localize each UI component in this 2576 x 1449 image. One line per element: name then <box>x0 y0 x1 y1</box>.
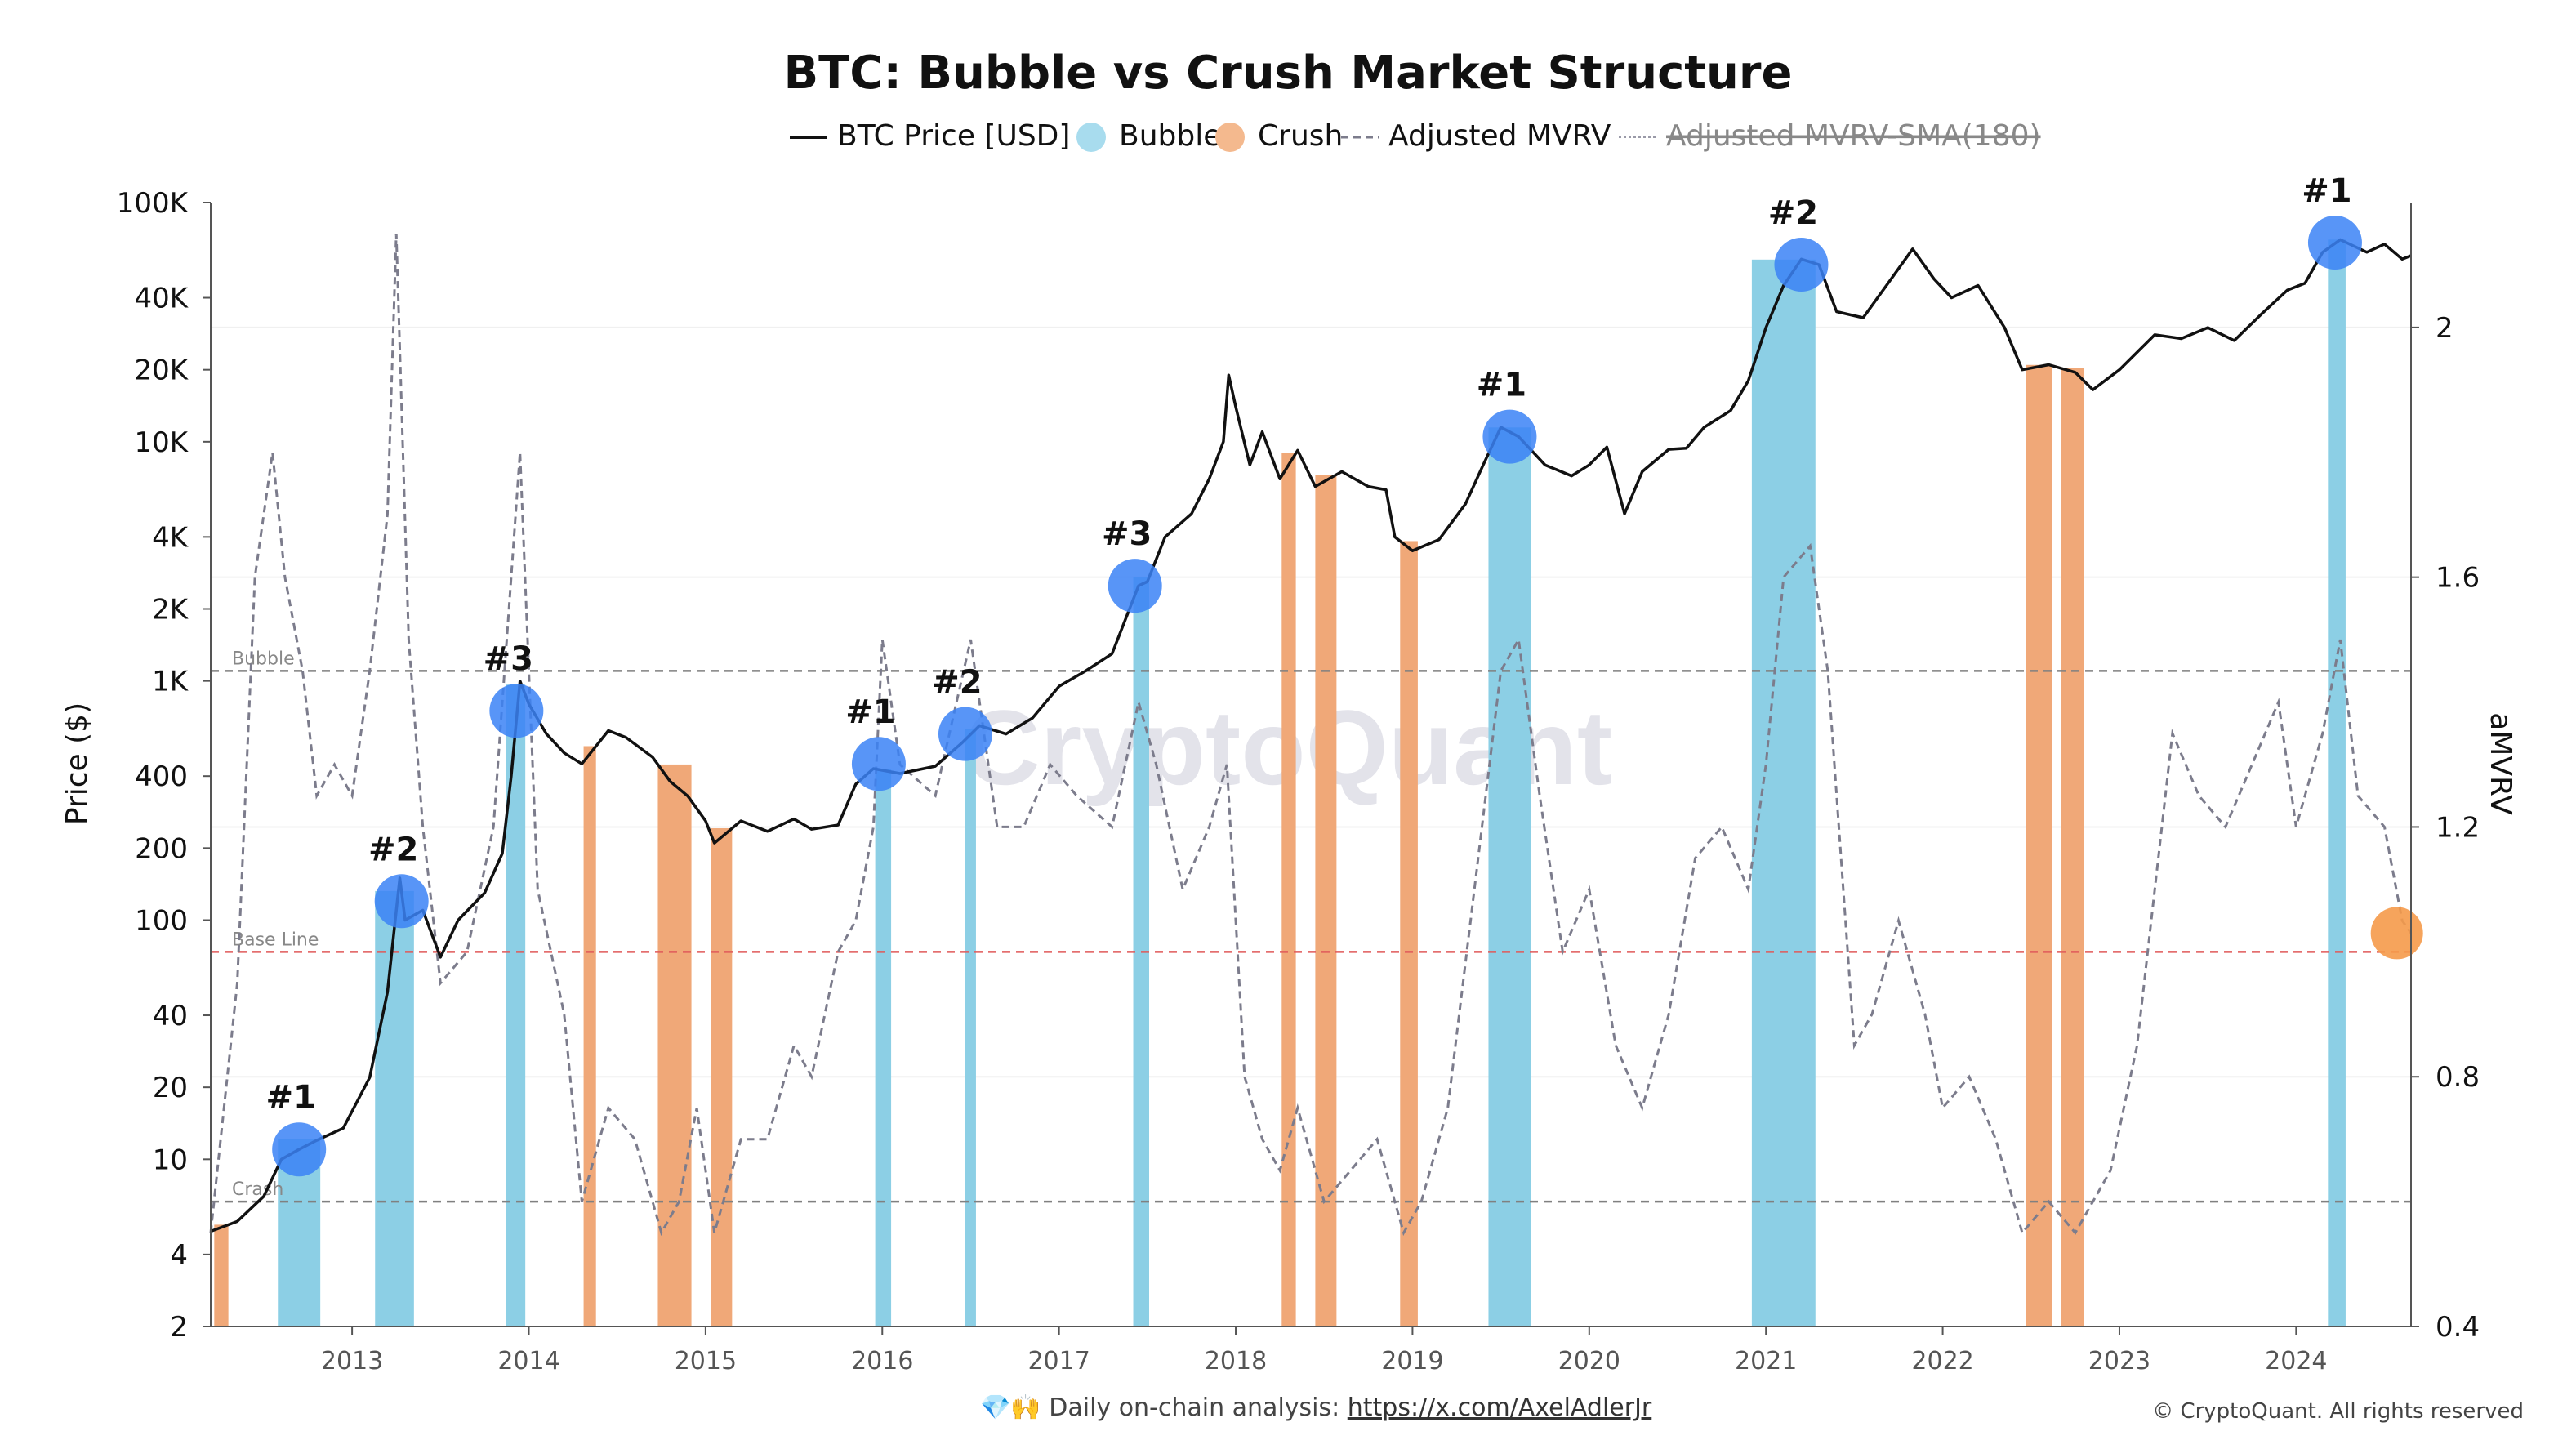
crush-bar-5 <box>1315 475 1337 1327</box>
axes: 100K 40K 20K 10K 4K 2K 1K 400 200 100 40 20 10 4 2 2 1.6… <box>117 187 2480 1375</box>
bubble-bar-3 <box>875 769 892 1326</box>
peak-marker-label-4: #2 <box>932 664 982 702</box>
mvrv-series <box>209 234 2413 1237</box>
crush-bar-1 <box>583 746 596 1326</box>
x-tick-label-9: 2022 <box>1911 1347 1973 1375</box>
peak-marker-label-2: #3 <box>484 640 533 678</box>
peak-marker-5 <box>1108 559 1162 613</box>
x-tick-label-10: 2023 <box>2088 1347 2150 1375</box>
period-bars <box>214 239 2346 1327</box>
x-tick-label-4: 2017 <box>1027 1347 1090 1375</box>
footer-copyright: © CryptoQuant. All rights reserved <box>2152 1399 2524 1424</box>
x-tick-label-1: 2014 <box>497 1347 559 1375</box>
y-right-tick-label-4: 0.4 <box>2436 1311 2480 1344</box>
x-tick-label-0: 2013 <box>321 1347 383 1375</box>
y-left-tick-label-2: 20K <box>134 354 189 387</box>
peak-marker-0 <box>272 1122 327 1177</box>
legend-swatch-2 <box>1215 123 1245 152</box>
y-right-tick-label-1: 1.6 <box>2436 562 2480 595</box>
x-tick-label-8: 2021 <box>1735 1347 1797 1375</box>
x-tick-label-7: 2020 <box>1558 1347 1620 1375</box>
legend-swatch-1 <box>1076 123 1106 152</box>
y-left-tick-label-12: 10 <box>153 1144 188 1176</box>
y-left-tick-label-1: 40K <box>134 283 189 315</box>
crush-bar-3 <box>711 828 733 1326</box>
peak-marker-2 <box>489 684 544 738</box>
bubble-bar-6 <box>1488 427 1531 1326</box>
crush-bar-6 <box>1400 541 1418 1326</box>
y-left-tick-label-4: 4K <box>152 521 189 554</box>
peak-marker-label-1: #2 <box>368 831 418 868</box>
footer-prefix: 💎🙌 Daily on-chain analysis: <box>980 1393 1348 1422</box>
crush-bar-0 <box>214 1224 229 1326</box>
y-left-tick-label-8: 200 <box>135 832 188 865</box>
legend: BTC Price [USD] Bubble Crush Adjusted MVRV A… <box>790 119 2041 153</box>
peak-marker-label-0: #1 <box>266 1079 316 1117</box>
footer-analysis: 💎🙌 Daily on-chain analysis: https://x.co… <box>980 1393 1652 1422</box>
y-left-tick-label-11: 20 <box>153 1072 188 1104</box>
peak-marker-6 <box>1482 409 1537 464</box>
y-left-axis-label: Price ($) <box>60 702 94 825</box>
y-left-tick-label-5: 2K <box>152 594 189 626</box>
x-tick-label-6: 2019 <box>1381 1347 1443 1375</box>
bubble-bar-1 <box>375 890 414 1326</box>
peak-marker-label-3: #1 <box>845 693 895 731</box>
peak-marker-label-8: #1 <box>2302 172 2351 210</box>
peak-marker-label-6: #1 <box>1477 367 1526 404</box>
peak-marker-label-5: #3 <box>1102 515 1152 553</box>
crush-bar-2 <box>657 764 692 1326</box>
peak-marker-1 <box>374 874 429 929</box>
peak-markers: #1 #2 #3 #1 #2 #3 #1 #2 #1 <box>266 172 2423 1177</box>
ref-line-label-1: Base Line <box>232 930 319 950</box>
adjusted-mvrv-line <box>209 234 2413 1237</box>
y-left-tick-label-7: 400 <box>135 760 188 793</box>
crush-bar-7 <box>2026 364 2052 1326</box>
peak-marker-label-7: #2 <box>1768 194 1818 232</box>
legend-label-2[interactable]: Crush <box>1258 119 1343 153</box>
legend-label-3[interactable]: Adjusted MVRV <box>1388 119 1611 153</box>
y-left-tick-label-6: 1K <box>152 666 189 698</box>
y-left-tick-label-3: 10K <box>134 426 189 459</box>
bubble-bar-4 <box>965 729 976 1326</box>
x-tick-label-2: 2015 <box>675 1347 737 1375</box>
bubble-bar-2 <box>506 684 526 1326</box>
ref-line-label-2: Crash <box>232 1179 283 1200</box>
crush-bar-4 <box>1281 453 1296 1327</box>
y-left-tick-label-9: 100 <box>135 904 188 937</box>
legend-label-0[interactable]: BTC Price [USD] <box>837 119 1070 153</box>
legend-label-4[interactable]: Adjusted MVRV-SMA(180) <box>1666 119 2041 153</box>
y-left-tick-label-10: 40 <box>153 1000 188 1032</box>
y-left-tick-label-13: 4 <box>170 1239 188 1272</box>
y-right-tick-label-2: 1.2 <box>2436 811 2480 844</box>
reference-lines: Bubble Base Line Crash <box>211 649 2411 1203</box>
x-tick-label-11: 2024 <box>2265 1347 2327 1375</box>
x-tick-label-5: 2018 <box>1205 1347 1267 1375</box>
footer-link[interactable]: https://x.com/AxelAdlerJr <box>1348 1393 1652 1422</box>
chart-title: BTC: Bubble vs Crush Market Structure <box>783 47 1792 100</box>
peak-marker-4 <box>938 707 992 761</box>
y-left-tick-label-14: 2 <box>170 1311 188 1344</box>
x-tick-label-3: 2016 <box>851 1347 913 1375</box>
bubble-bar-8 <box>2328 239 2346 1326</box>
peak-marker-3 <box>851 737 906 791</box>
current-mvrv-marker <box>2370 907 2423 960</box>
ref-line-label-0: Bubble <box>232 649 295 669</box>
legend-label-1[interactable]: Bubble <box>1119 119 1221 153</box>
peak-marker-7 <box>1774 238 1829 292</box>
y-right-tick-label-0: 2 <box>2436 312 2453 345</box>
crush-bar-8 <box>2061 368 2084 1326</box>
y-right-axis-label: aMVRV <box>2484 712 2517 815</box>
peak-marker-8 <box>2307 216 2362 270</box>
y-left-tick-label-0: 100K <box>117 187 189 220</box>
y-right-tick-label-3: 0.8 <box>2436 1061 2480 1094</box>
